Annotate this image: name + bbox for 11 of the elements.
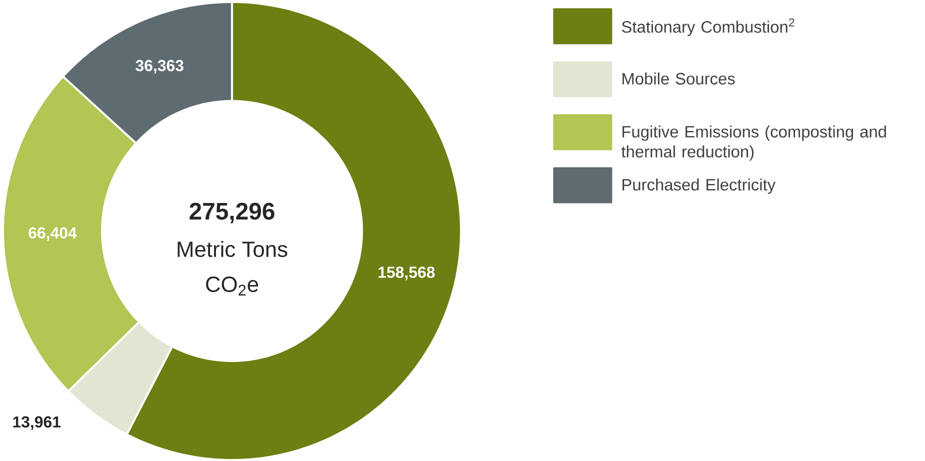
legend-label: Fugitive Emissions (composting and thermal reduction) — [621, 126, 886, 161]
legend-label: Stationary Combustion$^{2}$ — [622, 18, 794, 36]
text: 275,296 — [190, 202, 274, 224]
text: CO$_{2}$e — [206, 276, 258, 296]
legend-label: Purchased Electricity — [622, 178, 776, 194]
legend-label: Mobile Sources — [622, 72, 735, 85]
text: Metric Tons — [178, 240, 288, 258]
data-label: 36,363 — [136, 60, 184, 74]
data-label: 158,568 — [378, 266, 435, 280]
data-label: 66,404 — [28, 227, 77, 241]
data-label: 13,961 — [13, 416, 61, 430]
